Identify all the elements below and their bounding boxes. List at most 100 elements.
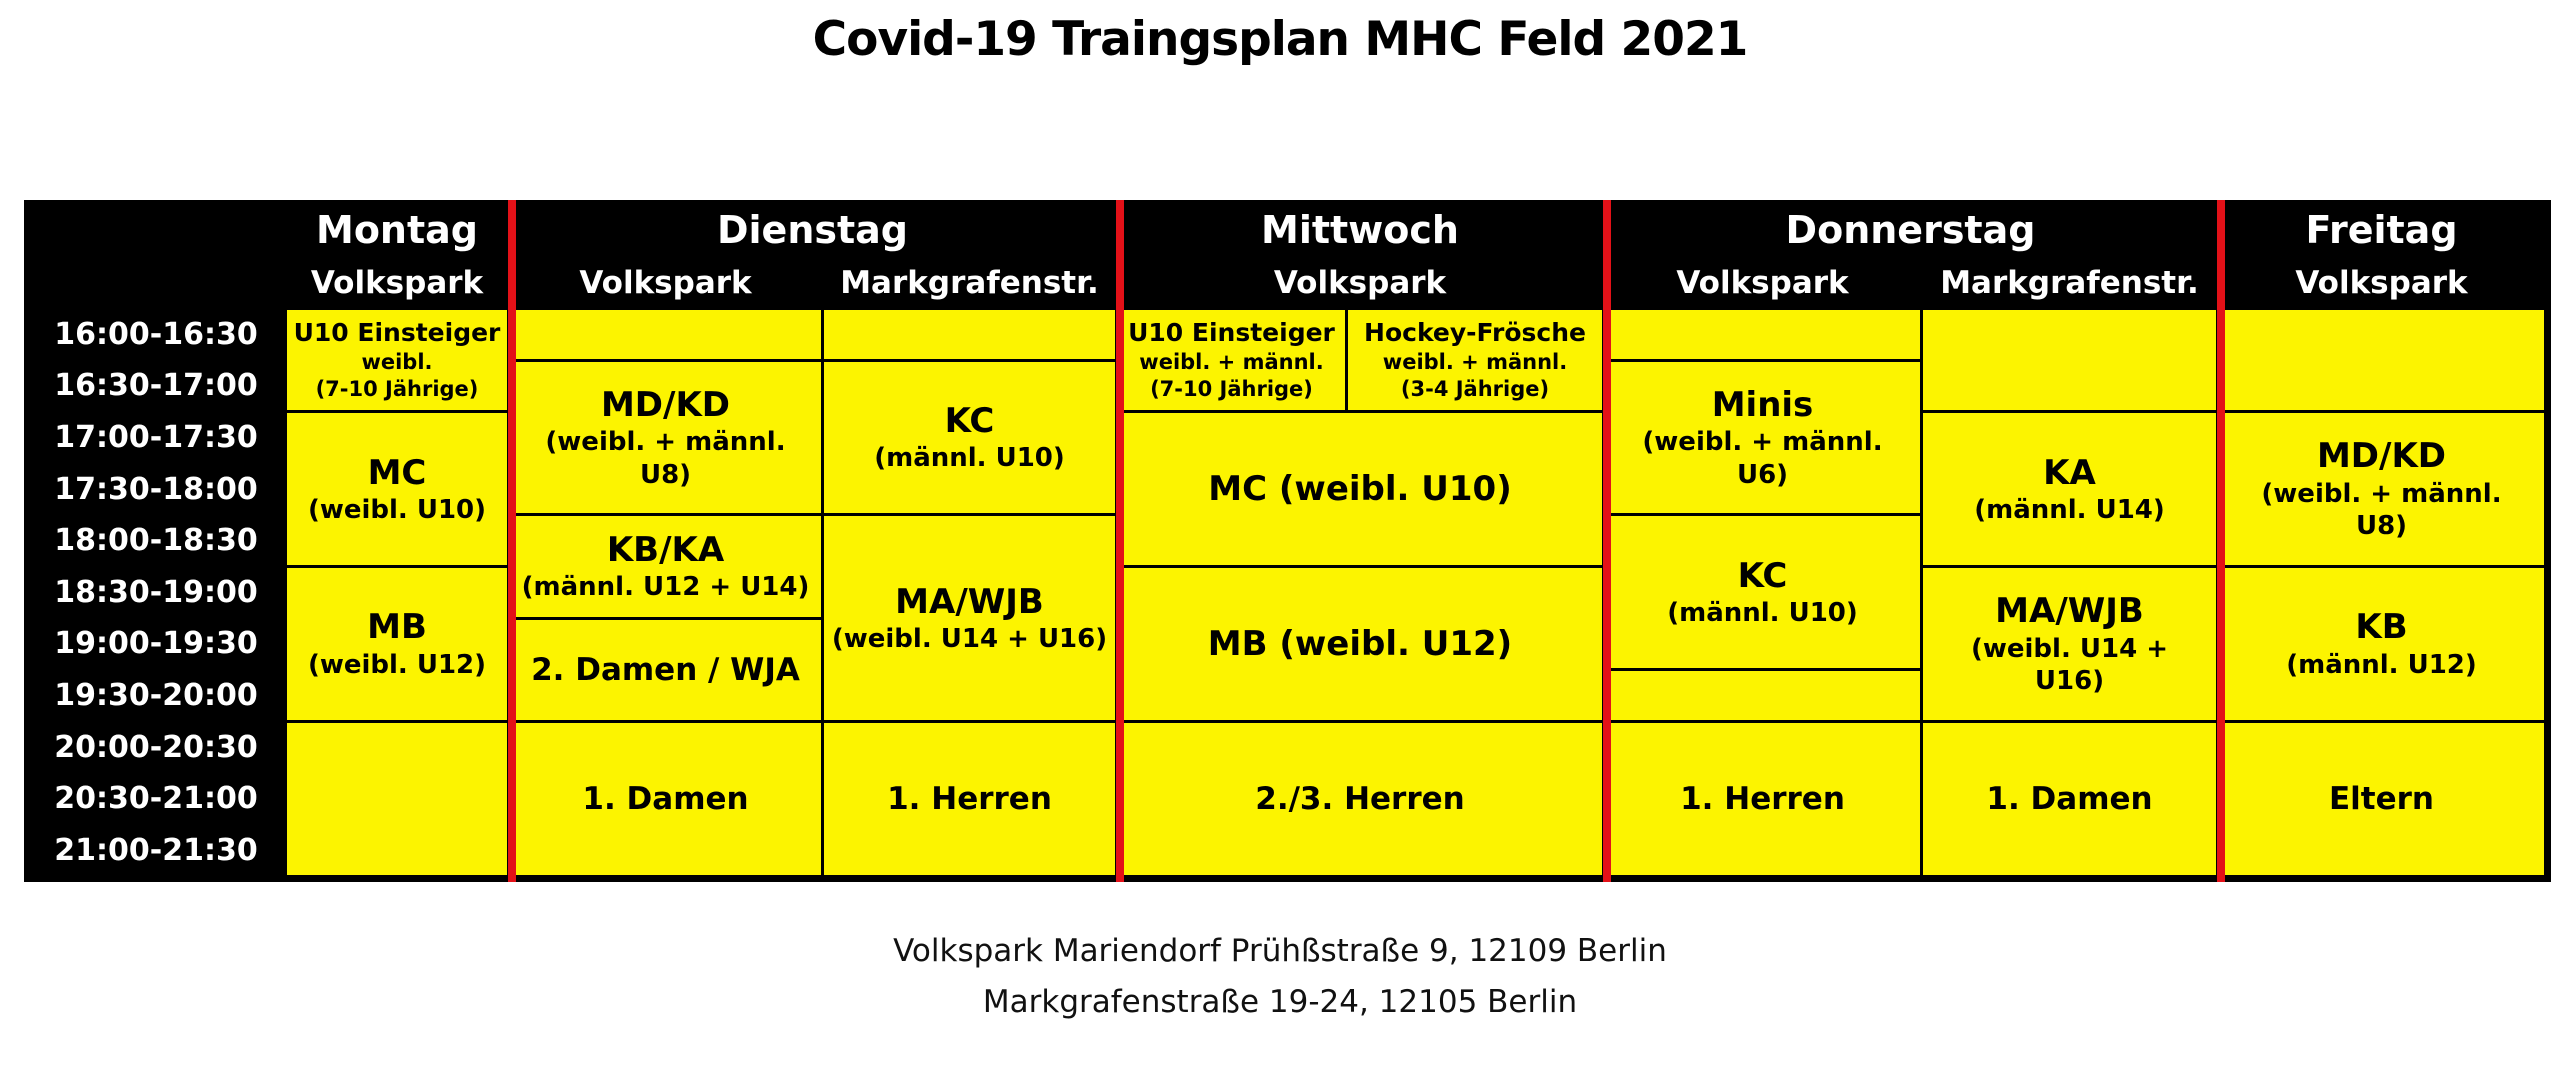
corner-header-cell [28, 204, 287, 310]
time-slot-label: 18:30-19:00 [28, 567, 287, 620]
cell-line: (weibl. U14 + U16) [831, 624, 1108, 655]
day-separator-line [1116, 200, 1124, 882]
header-venue-freitag-volkspark: Volkspark [2219, 258, 2547, 310]
time-slot-label: 17:30-18:00 [28, 464, 287, 517]
cell-donnerstag-volkspark-empty-top [1605, 310, 1923, 362]
cell-line: MD/KD [600, 384, 731, 425]
page-title: Covid-19 Traingsplan MHC Feld 2021 [812, 12, 1749, 67]
cell-donnerstag-markgrafenstr-empty-top [1923, 310, 2219, 414]
cell-freitag-empty-top [2219, 310, 2547, 414]
cell-line: weibl. [361, 350, 433, 375]
cell-line: MA/WJB [1995, 591, 2144, 632]
cell-line: (3-4 Jährige) [1400, 377, 1550, 402]
cell-donnerstag-volkspark-empty-1930 [1605, 671, 1923, 723]
cell-montag-mc: MC (weibl. U10) [287, 413, 510, 568]
cell-line: (weibl. + männl. [545, 427, 786, 458]
time-slot-label: 21:00-21:30 [28, 825, 287, 878]
header-day-montag: Montag [287, 204, 510, 258]
header-venue-mittwoch-volkspark: Volkspark [1118, 258, 1605, 310]
header-day-mittwoch: Mittwoch [1118, 204, 1605, 258]
cell-line: KC [944, 400, 995, 441]
cell-line: (weibl. U10) [307, 495, 487, 526]
day-separator-line [508, 200, 516, 882]
address-line-volkspark: Volkspark Mariendorf Prühßstraße 9, 1210… [893, 933, 1667, 969]
cell-mittwoch-23herren: 2./3. Herren [1118, 722, 1605, 878]
cell-donnerstag-markgrafenstr-1damen: 1. Damen [1923, 722, 2219, 878]
cell-donnerstag-markgrafenstr-ka: KA (männl. U14) [1923, 413, 2219, 568]
cell-line: (männl. U10) [1667, 598, 1858, 629]
cell-montag-u10-einsteiger: U10 Einsteiger weibl. (7-10 Jährige) [287, 310, 510, 414]
cell-dienstag-markgrafenstr-1herren: 1. Herren [824, 722, 1118, 878]
cell-dienstag-volkspark-empty [510, 310, 824, 362]
cell-dienstag-markgrafenstr-mawjb: MA/WJB (weibl. U14 + U16) [824, 516, 1118, 723]
time-slot-label: 19:00-19:30 [28, 619, 287, 672]
header-day-dienstag: Dienstag [510, 204, 1118, 258]
header-venue-dienstag-markgrafenstr: Markgrafenstr. [824, 258, 1118, 310]
header-venue-dienstag-volkspark: Volkspark [510, 258, 824, 310]
cell-dienstag-volkspark-2damen-wja: 2. Damen / WJA [510, 619, 824, 723]
cell-line: U16) [2034, 666, 2105, 697]
header-day-freitag: Freitag [2219, 204, 2547, 258]
cell-dienstag-volkspark-mdkd: MD/KD (weibl. + männl. U8) [510, 361, 824, 517]
cell-donnerstag-volkspark-1herren: 1. Herren [1605, 722, 1923, 878]
cell-montag-empty-evening [287, 722, 510, 878]
cell-donnerstag-volkspark-minis: Minis (weibl. + männl. U6) [1605, 361, 1923, 517]
day-separator-line [2217, 200, 2225, 882]
cell-line: KC [1737, 555, 1788, 596]
cell-line: (männl. U12) [2286, 649, 2477, 680]
cell-line: Hockey-Frösche [1364, 317, 1586, 347]
cell-line: U8) [2355, 511, 2408, 542]
header-venue-donnerstag-markgrafenstr: Markgrafenstr. [1923, 258, 2219, 310]
cell-line: weibl. + männl. [1382, 350, 1568, 375]
cell-mittwoch-u10-einsteiger: U10 Einsteiger weibl. + männl. (7-10 Jäh… [1118, 310, 1348, 414]
cell-line: (weibl. U14 + [1970, 633, 2169, 664]
training-schedule-table: Montag Dienstag Mittwoch Donnerstag Frei… [24, 200, 2551, 882]
cell-line: weibl. + männl. [1139, 350, 1324, 375]
time-slot-label: 19:30-20:00 [28, 671, 287, 723]
cell-line: KB [2355, 607, 2408, 648]
cell-line: KA [2043, 452, 2096, 493]
time-slot-label: 16:30-17:00 [28, 361, 287, 414]
cell-line: (männl. U10) [874, 443, 1065, 474]
cell-line: MB [367, 607, 427, 648]
header-venue-montag-volkspark: Volkspark [287, 258, 510, 310]
cell-freitag-eltern: Eltern [2219, 722, 2547, 878]
cell-montag-mb: MB (weibl. U12) [287, 567, 510, 723]
cell-mittwoch-mc: MC (weibl. U10) [1118, 413, 1605, 568]
cell-dienstag-volkspark-1damen: 1. Damen [510, 722, 824, 878]
cell-line: U6) [1736, 459, 1789, 490]
time-slot-label: 20:00-20:30 [28, 722, 287, 775]
cell-line: U10 Einsteiger [1128, 317, 1335, 347]
cell-line: (weibl. + männl. [1642, 427, 1883, 458]
time-slot-label: 16:00-16:30 [28, 310, 287, 362]
cell-line: (weibl. + männl. [2261, 478, 2502, 509]
cell-line: MC [367, 452, 427, 493]
cell-line: (weibl. U12) [307, 649, 487, 680]
cell-line: (männl. U14) [1974, 495, 2165, 526]
time-slot-label: 17:00-17:30 [28, 413, 287, 465]
day-separator-line [1603, 200, 1611, 882]
cell-mittwoch-hockey-froesche: Hockey-Frösche weibl. + männl. (3-4 Jähr… [1348, 310, 1605, 414]
cell-line: MA/WJB [895, 581, 1044, 622]
time-slot-label: 20:30-21:00 [28, 774, 287, 826]
time-slot-label: 18:00-18:30 [28, 516, 287, 568]
cell-freitag-kb: KB (männl. U12) [2219, 567, 2547, 723]
cell-line: Minis [1711, 384, 1814, 425]
cell-dienstag-volkspark-kbka: KB/KA (männl. U12 + U14) [510, 516, 824, 620]
cell-dienstag-markgrafenstr-empty [824, 310, 1118, 362]
cell-line: KB/KA [606, 529, 725, 570]
cell-donnerstag-markgrafenstr-mawjb: MA/WJB (weibl. U14 + U16) [1923, 567, 2219, 723]
cell-line: U10 Einsteiger [293, 317, 501, 347]
cell-donnerstag-volkspark-kc: KC (männl. U10) [1605, 516, 1923, 672]
cell-line: (männl. U12 + U14) [521, 572, 810, 603]
cell-line: (7-10 Jährige) [315, 377, 479, 402]
cell-line: (7-10 Jährige) [1150, 377, 1313, 402]
cell-mittwoch-mb: MB (weibl. U12) [1118, 567, 1605, 723]
venue-addresses: Volkspark Mariendorf Prühßstraße 9, 1210… [0, 926, 2560, 1028]
cell-line: MD/KD [2316, 436, 2447, 477]
cell-freitag-mdkd: MD/KD (weibl. + männl. U8) [2219, 413, 2547, 568]
cell-line: U8) [639, 459, 692, 490]
header-day-donnerstag: Donnerstag [1605, 204, 2219, 258]
header-venue-donnerstag-volkspark: Volkspark [1605, 258, 1923, 310]
cell-dienstag-markgrafenstr-kc: KC (männl. U10) [824, 361, 1118, 517]
